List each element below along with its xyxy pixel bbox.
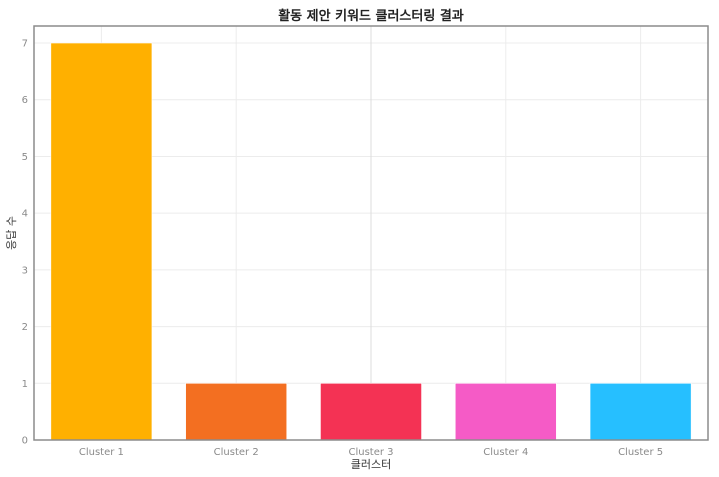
y-tick-label: 1: [22, 379, 28, 390]
x-tick-label: Cluster 4: [483, 447, 528, 458]
x-tick-label: Cluster 5: [618, 447, 663, 458]
x-tick-labels: Cluster 1 Cluster 2 Cluster 3 Cluster 4 Clus…: [79, 447, 663, 458]
y-axis-title: 응답 수: [5, 216, 18, 250]
y-tick-label: 2: [22, 322, 28, 333]
bar-cluster-2: [185, 382, 288, 441]
y-tick-label: 5: [22, 152, 28, 163]
x-tick-label: Cluster 1: [79, 447, 124, 458]
chart-title: 활동 제안 키워드 클러스터링 결과: [278, 8, 464, 24]
x-axis-title: 클러스터: [351, 458, 391, 471]
bar-cluster-1: [50, 42, 153, 441]
y-tick-labels: 0 1 2 3 4 5 6 7: [22, 39, 28, 447]
bar-cluster-3: [320, 382, 422, 441]
y-tick-label: 3: [22, 265, 28, 276]
y-tick-label: 4: [22, 209, 28, 220]
bar-cluster-5: [589, 382, 692, 441]
x-tick-label: Cluster 2: [214, 447, 259, 458]
bars: [50, 42, 692, 441]
x-tick-label: Cluster 3: [348, 447, 393, 458]
y-tick-label: 6: [22, 95, 28, 106]
y-tick-label: 7: [22, 39, 28, 50]
bar-cluster-4: [454, 382, 557, 441]
y-tick-label: 0: [22, 436, 28, 447]
plot-frame: [33, 25, 709, 441]
